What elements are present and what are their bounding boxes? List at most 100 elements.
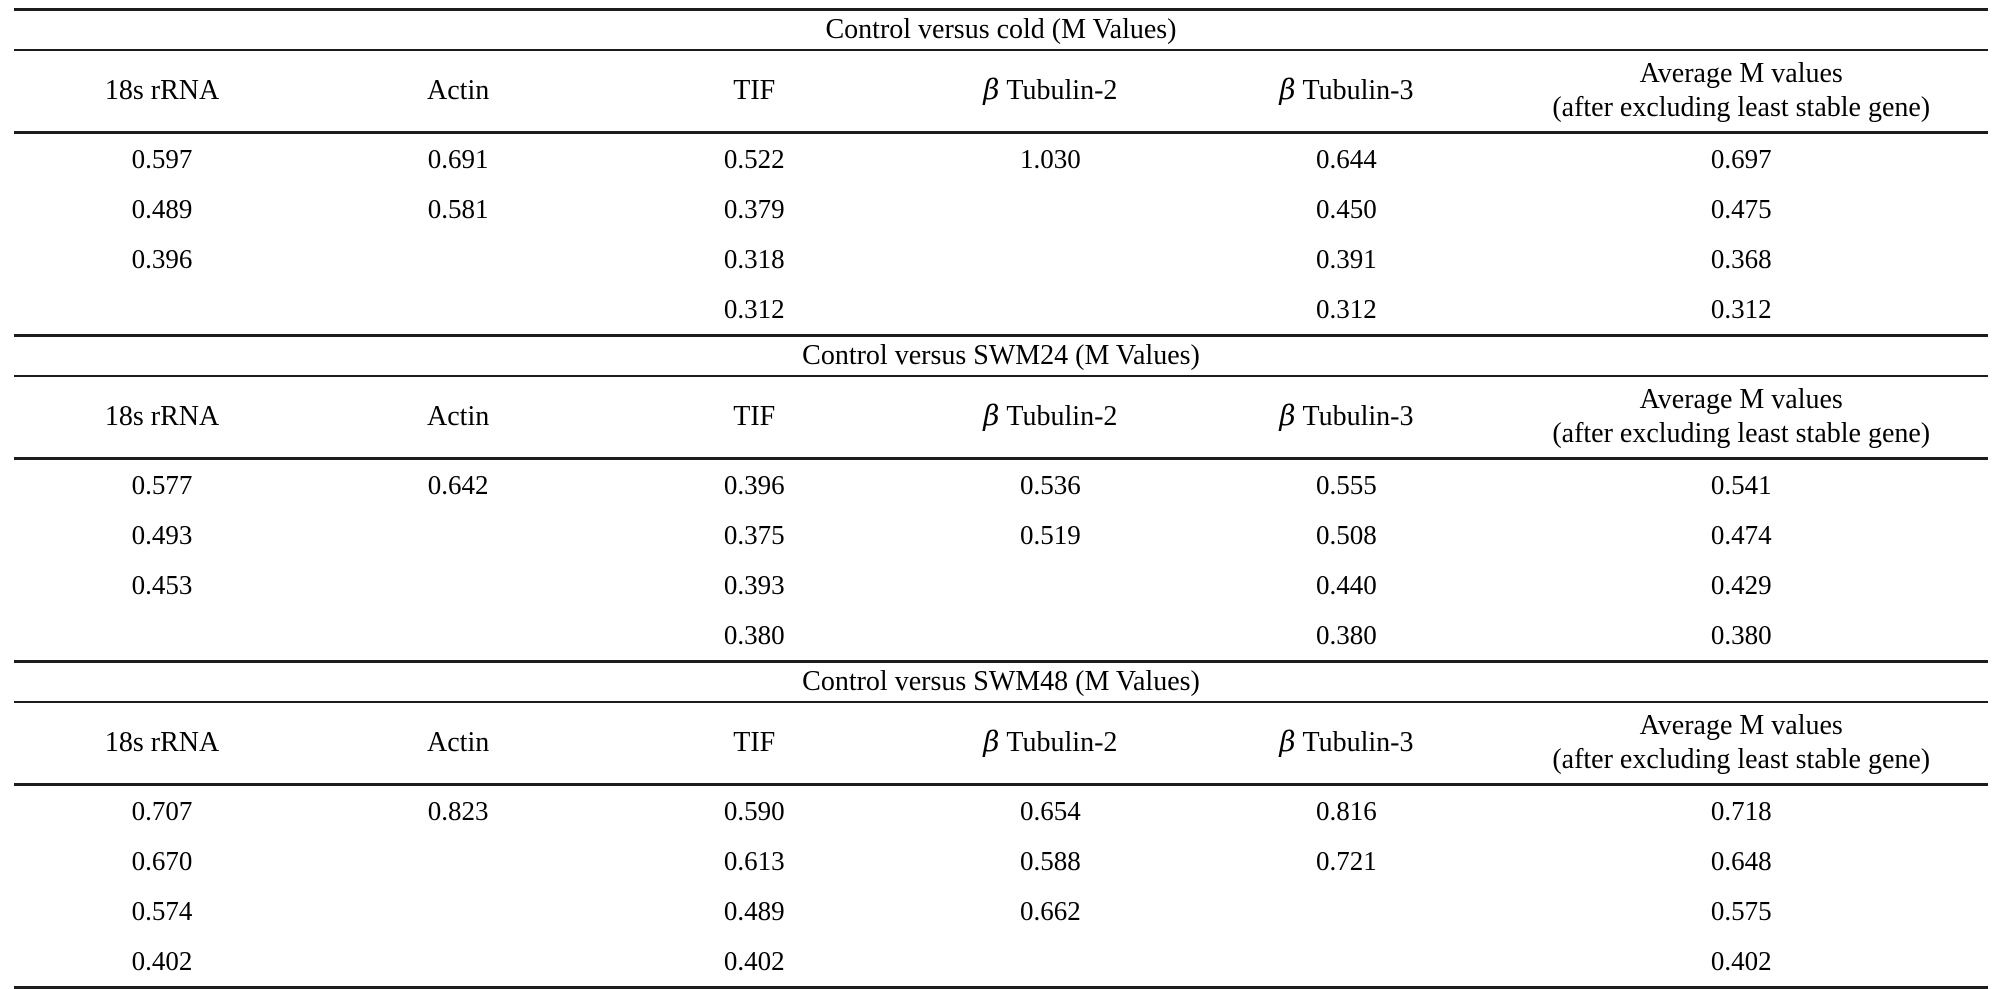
column-header-actin: Actin: [310, 702, 607, 786]
table-cell: 0.312: [1316, 293, 1377, 324]
section-control-vs-cold: Control versus cold (M Values) 18s rRNA …: [14, 8, 1988, 336]
table-cell: 0.707: [131, 795, 193, 826]
column-header-actin: Actin: [310, 50, 607, 134]
column-header-label: Tubulin-2: [1006, 75, 1118, 107]
beta-symbol: β: [1279, 399, 1296, 433]
table-cell: 0.440: [1316, 569, 1377, 600]
beta-symbol: β: [983, 725, 1000, 759]
table-cell: 0.519: [1019, 519, 1081, 550]
table-cell: 0.691: [427, 143, 489, 174]
table-row: 0.396 0.318 0.391 0.368: [14, 234, 1988, 284]
table-cell: [1198, 886, 1494, 936]
table-row: 0.707 0.823 0.590 0.654 0.816 0.718: [14, 785, 1988, 837]
table-cell: 0.380: [723, 619, 785, 650]
table-cell: 0.402: [1710, 945, 1772, 976]
table-cell: [14, 610, 310, 662]
table-row: 0.380 0.380 0.380: [14, 610, 1988, 662]
table-cell: 0.541: [1710, 469, 1772, 500]
table-cell: [310, 284, 606, 336]
table-cell: 0.402: [723, 945, 785, 976]
table-cell: [902, 234, 1198, 284]
column-header-label: Tubulin-3: [1302, 401, 1414, 433]
table-cell: 0.816: [1316, 795, 1377, 826]
table-cell: 0.318: [723, 243, 785, 274]
table-cell: 0.429: [1710, 569, 1772, 600]
table-cell: [902, 184, 1198, 234]
column-header-label: Tubulin-3: [1302, 727, 1414, 759]
table-cell: 0.450: [1316, 193, 1377, 224]
column-header-18s-rrna: 18s rRNA: [14, 376, 311, 460]
table-cell: 0.581: [427, 193, 489, 224]
column-header-row: 18s rRNA Actin TIF β Tubulin-2 β Tubulin…: [14, 702, 1988, 786]
table-cell: 0.721: [1316, 845, 1377, 876]
table-row: 0.453 0.393 0.440 0.429: [14, 560, 1988, 610]
column-header-label: Average M values: [1639, 58, 1843, 90]
section-control-vs-swm24: Control versus SWM24 (M Values) 18s rRNA…: [14, 334, 1988, 662]
table-cell: 0.380: [1710, 619, 1772, 650]
m-values-table: Control versus cold (M Values) 18s rRNA …: [14, 8, 1988, 989]
table-cell: 1.030: [1019, 143, 1081, 174]
table-cell: 0.590: [723, 795, 785, 826]
table-cell: 0.312: [1710, 293, 1772, 324]
table-cell: [310, 510, 606, 560]
table-row: 0.574 0.489 0.662 0.575: [14, 886, 1988, 936]
table-cell: [310, 936, 606, 988]
table-cell: 0.697: [1710, 143, 1772, 174]
column-header-label: Average M values: [1639, 384, 1843, 416]
column-header-label: Tubulin-2: [1006, 401, 1118, 433]
table-cell: 0.453: [131, 569, 193, 600]
section-title-row: Control versus cold (M Values): [14, 8, 1988, 51]
table-cell: 0.312: [723, 293, 785, 324]
table-cell: 0.644: [1316, 143, 1377, 174]
table-cell: 0.396: [131, 243, 193, 274]
beta-symbol: β: [983, 399, 1000, 433]
column-header-row: 18s rRNA Actin TIF β Tubulin-2 β Tubulin…: [14, 50, 1988, 134]
table-cell: 0.575: [1710, 895, 1772, 926]
column-header-sublabel: (after excluding least stable gene): [1552, 744, 1931, 775]
table-cell: 0.574: [131, 895, 193, 926]
table-cell: 0.670: [131, 845, 193, 876]
column-header-beta-tubulin-3: β Tubulin-3: [1198, 50, 1495, 134]
table-row: 0.493 0.375 0.519 0.508 0.474: [14, 510, 1988, 560]
table-row: 0.402 0.402 0.402: [14, 936, 1988, 988]
section-title: Control versus SWM24 (M Values): [14, 334, 1988, 377]
table-cell: 0.718: [1710, 795, 1772, 826]
table-row: 0.577 0.642 0.396 0.536 0.555 0.541: [14, 459, 1988, 511]
table-cell: 0.577: [131, 469, 193, 500]
table-row: 0.489 0.581 0.379 0.450 0.475: [14, 184, 1988, 234]
table-cell: [1198, 936, 1494, 988]
table-cell: 0.508: [1316, 519, 1377, 550]
table-cell: [310, 610, 606, 662]
table-cell: 0.380: [1316, 619, 1377, 650]
table-cell: 0.391: [1316, 243, 1377, 274]
column-header-actin: Actin: [310, 376, 607, 460]
table-cell: 0.522: [723, 143, 785, 174]
beta-symbol: β: [1279, 725, 1296, 759]
table-cell: 0.662: [1019, 895, 1081, 926]
section-title-row: Control versus SWM48 (M Values): [14, 660, 1988, 703]
table-cell: [902, 560, 1198, 610]
column-header-beta-tubulin-2: β Tubulin-2: [902, 702, 1199, 786]
table-row: 0.670 0.613 0.588 0.721 0.648: [14, 836, 1988, 886]
section-control-vs-swm48: Control versus SWM48 (M Values) 18s rRNA…: [14, 660, 1988, 988]
column-header-average-m: Average M values (after excluding least s…: [1494, 376, 1988, 460]
table-row: 0.312 0.312 0.312: [14, 284, 1988, 336]
table-cell: 0.642: [427, 469, 489, 500]
table-cell: 0.489: [723, 895, 785, 926]
column-header-average-m: Average M values (after excluding least s…: [1494, 50, 1988, 134]
column-header-label: Tubulin-2: [1006, 727, 1118, 759]
table-cell: 0.396: [723, 469, 785, 500]
table-cell: [310, 836, 606, 886]
table-cell: 0.555: [1316, 469, 1377, 500]
table-cell: [14, 284, 310, 336]
table-cell: 0.475: [1710, 193, 1772, 224]
column-header-sublabel: (after excluding least stable gene): [1552, 418, 1931, 449]
column-header-18s-rrna: 18s rRNA: [14, 50, 311, 134]
column-header-beta-tubulin-2: β Tubulin-2: [902, 376, 1199, 460]
table-cell: 0.588: [1019, 845, 1081, 876]
table-cell: 0.493: [131, 519, 193, 550]
table-cell: 0.402: [131, 945, 193, 976]
column-header-sublabel: (after excluding least stable gene): [1552, 92, 1931, 123]
table-row: 0.597 0.691 0.522 1.030 0.644 0.697: [14, 133, 1988, 185]
